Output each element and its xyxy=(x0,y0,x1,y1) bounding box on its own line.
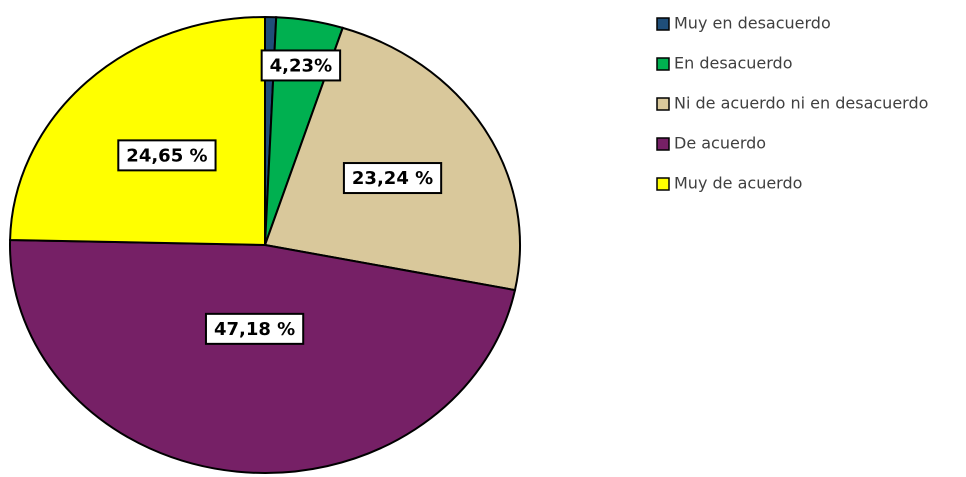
data-label-box xyxy=(342,162,443,195)
legend-label: De acuerdo xyxy=(674,134,766,153)
legend-swatch xyxy=(656,17,670,31)
legend-label: Ni de acuerdo ni en desacuerdo xyxy=(674,94,928,113)
pie-slice xyxy=(9,15,266,247)
legend-label: En desacuerdo xyxy=(674,54,793,73)
pie-slice xyxy=(9,238,517,474)
legend-swatch xyxy=(656,57,670,71)
legend-swatch xyxy=(656,97,670,111)
data-label: 47,18 % xyxy=(214,319,295,340)
legend-swatch xyxy=(656,177,670,191)
data-label-box xyxy=(204,312,305,345)
pie-slice xyxy=(263,26,521,292)
data-label-box xyxy=(260,49,342,82)
legend-label: Muy de acuerdo xyxy=(674,174,802,193)
data-label-box xyxy=(117,139,217,172)
data-label: 4,23% xyxy=(270,55,332,76)
legend-swatch xyxy=(656,137,670,151)
legend-label: Muy en desacuerdo xyxy=(674,14,831,33)
data-label: 23,24 % xyxy=(352,168,433,189)
data-label: 24,65 % xyxy=(126,145,207,166)
